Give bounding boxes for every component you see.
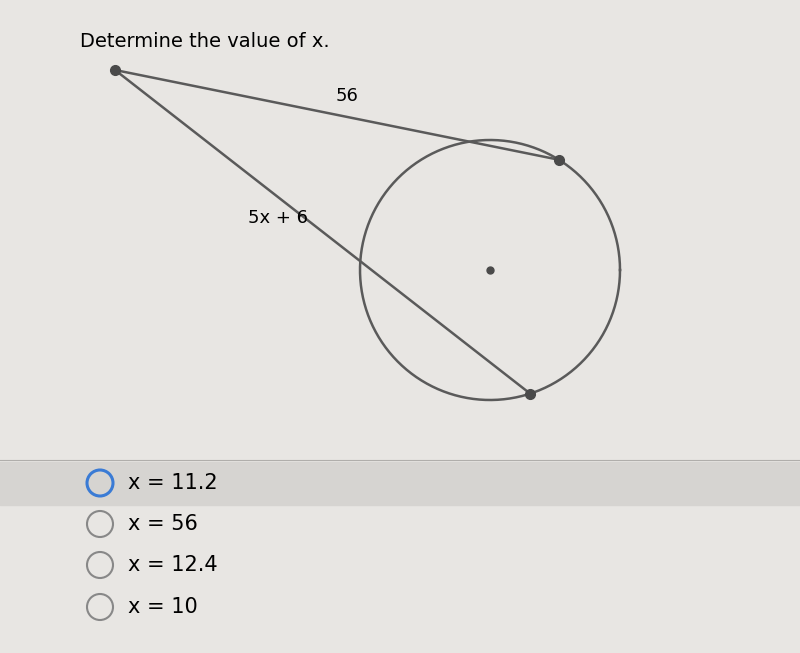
Bar [0, 462, 800, 505]
Text: x = 12.4: x = 12.4 [128, 555, 218, 575]
Text: x = 11.2: x = 11.2 [128, 473, 218, 493]
Text: Determine the value of x.: Determine the value of x. [80, 32, 330, 51]
Text: x = 10: x = 10 [128, 597, 198, 617]
Text: x = 56: x = 56 [128, 514, 198, 534]
Text: 5x + 6: 5x + 6 [247, 209, 307, 227]
Text: 56: 56 [335, 87, 358, 105]
